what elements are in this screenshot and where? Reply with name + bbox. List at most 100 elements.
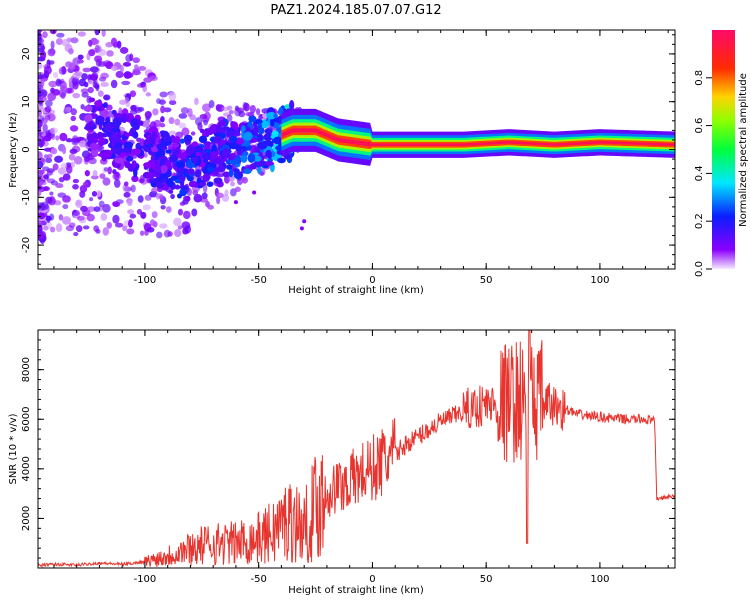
spectrogram-cell <box>214 158 224 165</box>
spectrogram-cell <box>40 201 49 211</box>
spectrogram-cell <box>65 138 73 143</box>
spectrogram-cell <box>194 97 199 106</box>
spectrogram-cell <box>48 60 55 65</box>
spectrogram-cell <box>182 227 189 235</box>
y-tick-label: -20 <box>21 237 32 253</box>
spectrogram-cell <box>242 145 247 152</box>
spectrogram-cell <box>159 91 168 98</box>
spectrogram-cell <box>176 193 183 199</box>
spectrogram-cell <box>173 217 182 227</box>
spectrogram-cell <box>38 161 44 169</box>
spectrogram-cell <box>178 113 188 119</box>
spectrogram-cell <box>101 30 106 37</box>
spectrogram-cell <box>54 155 64 163</box>
spectrogram-cell <box>49 226 56 233</box>
spectrogram-cell <box>91 38 100 45</box>
spectrogram-cell <box>185 145 196 156</box>
spectrogram-cell <box>44 105 52 113</box>
spectrogram-cell <box>143 77 153 83</box>
spectrogram-cell <box>86 52 91 61</box>
spectrogram-cell <box>39 181 47 186</box>
spectrogram-cell <box>230 121 239 129</box>
spectrogram-cell <box>129 53 134 62</box>
spectrogram-cell <box>39 131 49 138</box>
spectrogram-cell <box>93 225 100 232</box>
spectrogram-cell <box>228 154 234 161</box>
spectrogram-cell <box>130 148 141 156</box>
spectrogram-cell <box>75 225 83 233</box>
spectrogram-cell <box>72 92 81 99</box>
spectrogram-cell <box>114 143 123 149</box>
spectrogram-cell <box>175 161 186 168</box>
spectrogram-cell <box>78 215 87 224</box>
spectrogram-cell <box>243 168 252 175</box>
spectrogram-cell <box>159 223 168 229</box>
spectrogram-cell <box>124 72 134 79</box>
spectrogram-cell <box>177 208 184 216</box>
spectrogram-cell <box>233 200 238 205</box>
figure-title: PAZ1.2024.185.07.07.G12 <box>270 3 441 18</box>
spectrogram-cell <box>168 92 177 101</box>
spectrogram-cell <box>174 118 181 126</box>
spectrogram-cell <box>145 115 151 121</box>
spectrogram-cell <box>160 205 166 210</box>
spectrogram-cell <box>119 65 124 73</box>
spectrogram-cell <box>98 140 104 147</box>
spectrogram-cell <box>249 105 256 114</box>
spectrogram-cell <box>86 213 95 222</box>
spectrogram-ridge-band <box>281 128 675 147</box>
spectrogram-cell <box>181 127 190 136</box>
spectrogram-cell <box>83 105 93 112</box>
spectrogram-cell <box>197 122 203 131</box>
y-tick-label: 8000 <box>21 357 32 382</box>
spectrogram-cell <box>118 107 123 115</box>
spectrogram-cell <box>112 214 120 224</box>
spectrogram-cell <box>213 177 223 184</box>
spectrogram-cell <box>144 194 152 201</box>
spectrogram-cell <box>94 30 100 36</box>
spectrogram-cell <box>38 95 47 103</box>
spectrogram-cell <box>73 232 79 237</box>
spectrogram-cell <box>119 47 129 54</box>
spectrogram-cell <box>179 152 187 160</box>
colorbar: 0.0 0.2 0.4 0.6 0.8 Normalized spectral ampl… <box>694 30 749 277</box>
spectrogram-cell <box>127 209 135 215</box>
spectrogram-cell <box>79 190 86 198</box>
spectrogram-cell <box>77 59 84 64</box>
spectrogram-cell <box>50 147 58 155</box>
spectrogram-cell <box>183 195 191 202</box>
spectrogram-cell <box>147 148 152 154</box>
colorbar-tick-label: 0.6 <box>694 118 705 134</box>
spectrogram-cell <box>38 139 44 148</box>
spectrogram-cell <box>190 131 196 136</box>
spectrogram-cell <box>166 132 171 143</box>
spectrogram-cell <box>151 187 158 194</box>
spectrogram-cell <box>199 114 208 120</box>
spectrogram-cell <box>199 128 205 134</box>
spectrogram-cell <box>145 171 156 179</box>
snr-y-label: SNR (10 * v/v) <box>8 413 19 484</box>
spectrogram-cell <box>38 101 44 106</box>
x-tick-label: -100 <box>134 275 157 286</box>
spectrogram-cell <box>71 76 80 86</box>
spectrogram-cell <box>46 215 51 224</box>
spectrogram-cell <box>247 153 256 163</box>
spectrogram-cell <box>38 36 43 45</box>
spectrogram-cell <box>237 171 243 178</box>
spectrogram-cell <box>194 169 202 178</box>
spectrogram-cell <box>257 166 262 175</box>
spectrogram-cell <box>114 157 125 164</box>
spectrogram-cell <box>273 113 278 118</box>
spectrogram-cell <box>155 193 160 200</box>
spectrogram-cell <box>125 155 134 162</box>
spectrogram-cell <box>255 108 261 116</box>
spectrogram-cell <box>222 171 231 178</box>
spectrogram-cell <box>165 149 173 154</box>
spectrogram-cell <box>228 141 239 150</box>
spectrogram-cell <box>273 136 282 145</box>
spectrogram-cell <box>193 182 199 188</box>
spectrogram-cell <box>87 86 94 94</box>
spectrogram-cell <box>101 132 108 138</box>
spectrogram-cell <box>103 167 109 172</box>
spectrogram-cell <box>203 119 209 126</box>
